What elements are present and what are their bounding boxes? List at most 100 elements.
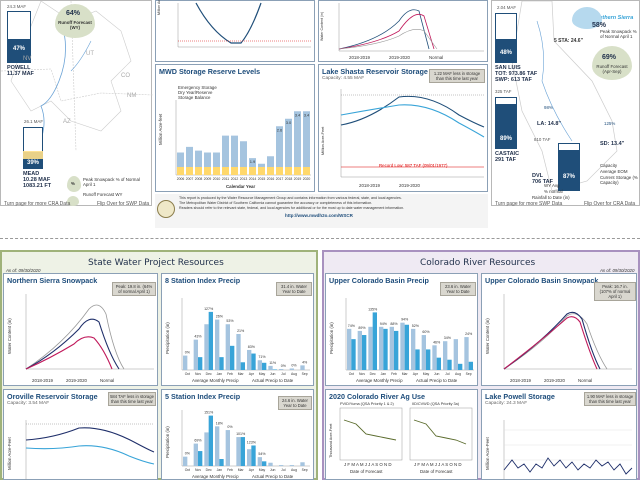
upper-co-snow-panel: Upper Colorado Basin Snowpack Peak: 16.7… [481, 273, 637, 386]
upper-co-snow-legend-2: Normal [578, 378, 593, 383]
upper-right-ylabel: Water Content (in) [320, 11, 324, 41]
precip-month-tick: Jul [445, 372, 450, 376]
precip-month-tick: Aug [291, 372, 297, 376]
n-sierra-legend-1: 2019-2020 [66, 378, 87, 383]
southern-sierra-pct: 58% [592, 22, 607, 29]
flip-over-cra[interactable]: Flip Over for CRA Data [584, 201, 636, 207]
precip-avg-bar [257, 360, 262, 370]
upper-co-precip-chart: 74% Oct 89% Nov 135% Dec 94% Jan 88% Feb 94% Mar 52%… [345, 298, 474, 376]
ag-use-chart [339, 407, 473, 461]
precip-actual-bar [219, 459, 224, 466]
eight-station-panel: 8 Station Index Precip 31.4 in. Water Ye… [161, 273, 314, 386]
san-luis-pct: 48% [499, 50, 512, 56]
five-station-callout: 24.6 in. Water Year to Date [278, 396, 312, 410]
precip-actual-bar [383, 328, 388, 370]
turn-page-swp[interactable]: Turn page for more SWP Data [495, 201, 563, 207]
precip-pct-label: 127% [204, 307, 214, 311]
mwd-bar [258, 163, 265, 167]
precip-actual-bar [351, 339, 356, 370]
castaic-value: 291 TAF [495, 157, 516, 163]
upper-left-ylabel: Million Acre-Feet [157, 0, 161, 15]
precip-actual-bar [198, 451, 203, 466]
precip-actual-bar [372, 312, 377, 370]
mwd-storage-panel: MWD Storage Reserve Levels 2006 2007 2008 2… [155, 64, 315, 192]
precip-pct-label: 0% [185, 351, 191, 355]
precip-pct-label: 94% [401, 318, 409, 322]
precip-month-tick: Mar [238, 468, 245, 472]
mwd-bar [276, 126, 283, 167]
precip-pct-label: 0% [227, 425, 233, 429]
mwd-bar [249, 158, 256, 167]
precip-avg-bar [389, 326, 394, 370]
precip-avg-bar [300, 462, 305, 466]
powell-storage-chart [503, 420, 633, 480]
swp-as-of: As of: 09/30/2020 [6, 268, 41, 273]
castaic-pct: 89% [499, 136, 512, 142]
mwd-year-tick: 2011 [222, 177, 229, 181]
california-map [511, 0, 618, 192]
runoff-drop-right [592, 46, 632, 80]
precip-avg-bar [236, 334, 241, 370]
precip-pct-label: 123% [247, 440, 257, 444]
shasta-panel: Lake Shasta Reservoir Storage Capacity: … [318, 64, 488, 192]
upper-co-precip-ylabel: Precipitation (in) [329, 322, 334, 354]
precip-month-tick: Feb [227, 468, 233, 472]
upper-co-snow-chart [503, 294, 632, 370]
n-sierra-callout: Peak: 19.8 in. (64% of normal April 1) [112, 282, 156, 296]
mwd-bar-label: 2.6 [277, 127, 283, 132]
five-station-legend-1: Actual Precip to Date [252, 474, 294, 479]
n-sierra-chart [25, 294, 154, 370]
footer-url[interactable]: http://www.mwdh2o.com/WSCR [285, 213, 353, 218]
mead-tank: 39% [23, 127, 43, 169]
swp-header: State Water Project Resources [88, 258, 224, 268]
mwd-bar [267, 156, 274, 167]
precip-avg-bar [204, 324, 209, 370]
snowpack-forecast-pct: 64% [66, 10, 81, 17]
precip-month-tick: May [259, 468, 266, 472]
dvl-tank: 87% [558, 143, 580, 191]
fold-divider [0, 238, 640, 239]
precip-avg-bar [368, 326, 373, 370]
footer-line-3: Readers should refer to the relevant sta… [179, 206, 405, 210]
footer-line-1: This report is produced by the Water Res… [179, 196, 402, 200]
precip-actual-bar [272, 369, 277, 370]
powell-storage-title: Lake Powell Storage [485, 392, 555, 401]
precip-month-tick: Jan [217, 372, 223, 376]
powell-pct: 47% [12, 46, 25, 52]
southern-sierra-peak: Peak Snowpack % of Normal April 1 [600, 29, 637, 39]
precip-avg-bar [421, 335, 426, 370]
precip-actual-bar [468, 361, 473, 370]
ag-use-ylabel: Thousand Acre-Feet [329, 423, 333, 458]
mwd-year-tick: 2010 [213, 177, 221, 181]
mwd-bar [213, 152, 220, 167]
precip-actual-bar [436, 357, 441, 370]
mwd-year-tick: 2018 [285, 177, 293, 181]
upper-co-snow-legend-0: 2018-2019 [510, 378, 531, 383]
precip-actual-bar [362, 335, 367, 370]
san-luis-tank-fill [496, 38, 516, 62]
san-luis-tot: TOT: 973.86 TAF [495, 71, 538, 77]
precip-actual-bar [262, 362, 267, 370]
five-station-legend-0: Average Monthly Precip [192, 474, 239, 479]
mwd-bar [240, 141, 247, 167]
precip-month-tick: Apr [413, 372, 419, 376]
mwd-bar [222, 135, 229, 167]
mwd-bar [285, 118, 292, 167]
top-upper-right-chart: Water Content (in) 2018-2019 2019-2020 N… [318, 0, 488, 62]
state-nv: NV [23, 56, 32, 62]
footer-line-2: The Metropolitan Water District of South… [179, 201, 373, 205]
precip-avg-bar [183, 355, 188, 370]
precip-avg-bar [247, 449, 252, 466]
flip-over-swp[interactable]: Flip Over for SWP Data [97, 201, 150, 207]
precip-month-tick: Dec [370, 372, 376, 376]
precip-month-tick: Jul [281, 468, 286, 472]
precip-month-tick: Dec [206, 372, 212, 376]
state-co: CO [121, 73, 130, 79]
upper-co-snow-title: Upper Colorado Basin Snowpack [485, 276, 599, 285]
precip-month-tick: Apr [249, 468, 255, 472]
precip-avg-bar [453, 339, 458, 370]
precip-pct-label: 89% [358, 326, 366, 330]
turn-page-cra[interactable]: Turn page for more CRA Data [4, 201, 71, 207]
precip-pct-label: 69% [194, 439, 202, 443]
eight-station-legend-1: Actual Precip to Date [252, 378, 294, 383]
